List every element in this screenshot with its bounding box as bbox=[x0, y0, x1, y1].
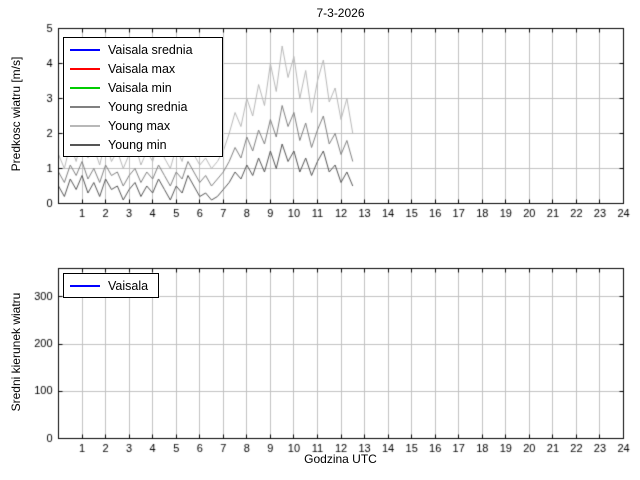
legend-item-young-min: Young min bbox=[70, 135, 212, 154]
legend-label: Vaisala srednia bbox=[108, 42, 193, 57]
legend-line-sample bbox=[70, 284, 100, 287]
legend-line-sample bbox=[70, 67, 100, 70]
legend-label: Vaisala max bbox=[108, 61, 176, 76]
legend-item-young-max: Young max bbox=[70, 116, 212, 135]
legend-label: Young max bbox=[108, 118, 171, 133]
legend-label: Young srednia bbox=[108, 99, 188, 114]
legend-line-sample bbox=[70, 86, 100, 89]
legend-line-sample bbox=[70, 105, 100, 108]
legend-line-sample bbox=[70, 143, 100, 146]
legend-line-sample bbox=[70, 124, 100, 127]
legend-line-sample bbox=[70, 48, 100, 51]
legend-item-vaisala-max: Vaisala max bbox=[70, 59, 212, 78]
legend-item-vaisala: Vaisala bbox=[70, 276, 148, 295]
legend-top-plot: Vaisala srednia Vaisala max Vaisala min You… bbox=[63, 37, 223, 157]
legend-item-young-srednia: Young srednia bbox=[70, 97, 212, 116]
bottom-y-axis-label: Sredni kierunek wiatru bbox=[9, 292, 23, 412]
legend-label: Young min bbox=[108, 137, 167, 152]
legend-item-vaisala-min: Vaisala min bbox=[70, 78, 212, 97]
chart-title: 7-3-2026 bbox=[316, 6, 365, 20]
legend-item-vaisala-srednia: Vaisala srednia bbox=[70, 40, 212, 59]
legend-bottom-plot: Vaisala bbox=[63, 273, 160, 298]
legend-label: Vaisala bbox=[108, 278, 149, 293]
top-y-axis-label: Predkosc wiatru [m/s] bbox=[9, 56, 23, 172]
x-axis-label: Godzina UTC bbox=[304, 452, 377, 466]
legend-label: Vaisala min bbox=[108, 80, 172, 95]
